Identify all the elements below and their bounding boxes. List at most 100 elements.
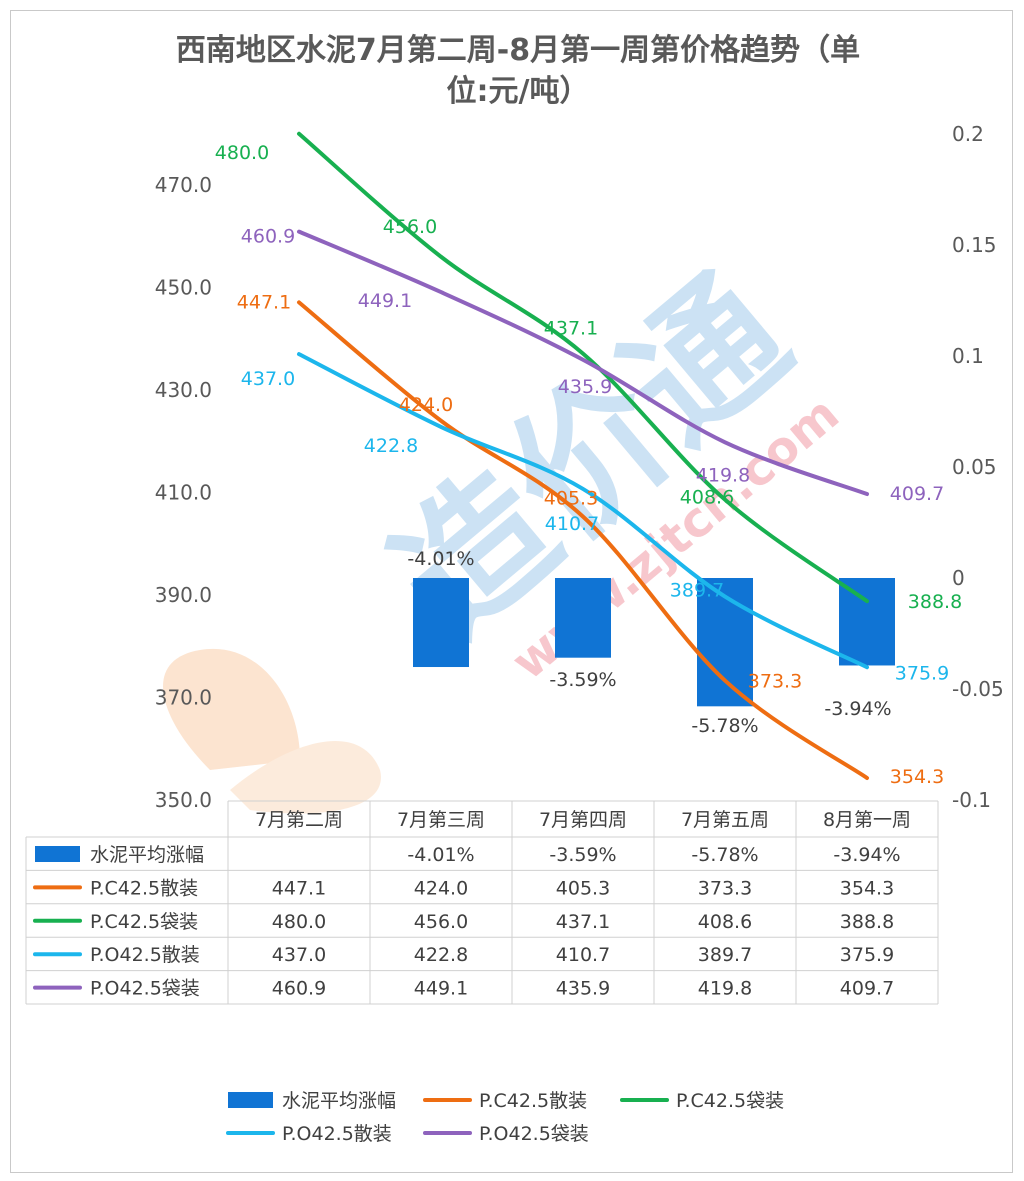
y-right-tick-label: 0.1 [952, 344, 984, 368]
watermark-logo [162, 648, 381, 814]
y-left-tick-label: 390.0 [155, 583, 212, 607]
table-row-header: P.C42.5袋装 [90, 911, 198, 933]
bar-data-label: -4.01% [407, 548, 474, 570]
y-axis-left: 470.0 450.0 430.0 410.0 390.0 370.0 350.0 [155, 173, 212, 812]
legend-label: P.O42.5散装 [282, 1123, 392, 1145]
series-line [297, 300, 869, 780]
series-line [297, 131, 869, 604]
table-cell: 437.0 [272, 944, 326, 966]
table-cell: -4.01% [407, 844, 474, 866]
table-row-header: P.C42.5散装 [90, 877, 198, 899]
table-cell: 354.3 [840, 877, 894, 899]
chart-title-line2: 位:元/吨） [447, 74, 590, 109]
line-data-label: 354.3 [890, 766, 944, 788]
y-right-tick-label: 0.15 [952, 233, 997, 257]
table-cell: 405.3 [556, 877, 610, 899]
table-cell: 424.0 [414, 877, 468, 899]
chart-title-line1: 西南地区水泥7月第二周-8月第一周第价格趋势（单 [176, 33, 860, 68]
table-cell: 408.6 [698, 911, 752, 933]
y-left-tick-label: 470.0 [155, 173, 212, 197]
row-key-bar [35, 846, 80, 862]
table-cell: -3.94% [833, 844, 900, 866]
table-cell: 419.8 [698, 978, 752, 1000]
line-data-label: 409.7 [890, 483, 944, 505]
line-data-label: 437.1 [544, 318, 598, 340]
legend-label: 水泥平均涨幅 [282, 1090, 396, 1112]
y-left-tick-label: 370.0 [155, 686, 212, 710]
table-cell: 375.9 [840, 944, 894, 966]
y-left-tick-label: 410.0 [155, 481, 212, 505]
line-data-label: 410.7 [545, 513, 599, 535]
table-row-header: 水泥平均涨幅 [90, 844, 204, 866]
line-data-label: 456.0 [383, 216, 437, 238]
table-cell: 480.0 [272, 911, 326, 933]
table-cell: 460.9 [272, 978, 326, 1000]
line-data-label: 419.8 [696, 464, 750, 486]
bar-avg-change [555, 578, 611, 658]
bar-series [413, 578, 895, 707]
line-data-label: 389.7 [670, 580, 724, 602]
line-data-label: 388.8 [908, 591, 962, 613]
y-axis-right: 0.2 0.15 0.1 0.05 0 -0.05 -0.1 [952, 122, 1004, 812]
y-right-tick-label: -0.1 [952, 788, 991, 812]
line-data-label: 435.9 [558, 376, 612, 398]
table-cell: 437.1 [556, 911, 610, 933]
bar-avg-change [413, 578, 469, 668]
table-cell: 388.8 [840, 911, 894, 933]
watermark-wing [162, 648, 300, 770]
line-data-label: 408.6 [680, 487, 734, 509]
line-data-label: 437.0 [241, 368, 295, 390]
legend-key-bar [228, 1092, 273, 1108]
line-data-label: 375.9 [895, 662, 949, 684]
table-cell: 449.1 [414, 978, 468, 1000]
table-cell: 435.9 [556, 978, 610, 1000]
table-cell: -5.78% [691, 844, 758, 866]
line-data-label: 449.1 [358, 290, 412, 312]
table-cell: 447.1 [272, 877, 326, 899]
legend-label: P.C42.5散装 [479, 1090, 587, 1112]
y-left-tick-label: 430.0 [155, 378, 212, 402]
table-row-header: P.O42.5散装 [90, 944, 200, 966]
line-data-label: 424.0 [399, 394, 453, 416]
y-right-tick-label: 0.2 [952, 122, 984, 146]
legend-label: P.C42.5袋装 [676, 1090, 784, 1112]
y-right-tick-label: 0.05 [952, 455, 997, 479]
y-right-tick-label: -0.05 [952, 677, 1004, 701]
bar-data-label: -5.78% [691, 715, 758, 737]
table-header-cell: 7月第四周 [539, 809, 627, 831]
bar-avg-change [839, 578, 895, 666]
table-cell: 409.7 [840, 978, 894, 1000]
legend-label: P.O42.5袋装 [479, 1123, 589, 1145]
series-line [297, 352, 869, 670]
table-header-cell: 7月第五周 [681, 809, 769, 831]
table-row-header: P.O42.5袋装 [90, 978, 200, 1000]
bar-avg-change [697, 578, 753, 707]
table-cell: -3.59% [549, 844, 616, 866]
line-data-label: 422.8 [364, 435, 418, 457]
table-cell: 410.7 [556, 944, 610, 966]
table-header-cell: 7月第二周 [255, 809, 343, 831]
line-data-label: 405.3 [544, 488, 598, 510]
bar-data-label: -3.59% [549, 669, 616, 691]
table-cell: 373.3 [698, 877, 752, 899]
legend: 水泥平均涨幅 P.C42.5散装 P.C42.5袋装 P.O42.5散装 P.O42.5… [226, 1090, 784, 1145]
line-data-label: 447.1 [237, 291, 291, 313]
y-right-tick-label: 0 [952, 566, 965, 590]
table-header-cell: 7月第三周 [397, 809, 485, 831]
line-series [297, 131, 869, 780]
watermark-wing [230, 741, 381, 814]
series-line [297, 229, 869, 497]
table-cell: 389.7 [698, 944, 752, 966]
table-cell: 456.0 [414, 911, 468, 933]
line-data-label: 373.3 [748, 671, 802, 693]
y-left-tick-label: 450.0 [155, 276, 212, 300]
line-data-label: 460.9 [241, 226, 295, 248]
bar-data-label: -3.94% [824, 698, 891, 720]
table-header-cell: 8月第一周 [823, 809, 911, 831]
line-data-label: 480.0 [215, 142, 269, 164]
data-labels: -4.01% -3.59% -5.78% -3.94% 447.1 424.0 405.3 3… [215, 142, 962, 788]
table-cell: 422.8 [414, 944, 468, 966]
y-left-tick-label: 350.0 [155, 788, 212, 812]
